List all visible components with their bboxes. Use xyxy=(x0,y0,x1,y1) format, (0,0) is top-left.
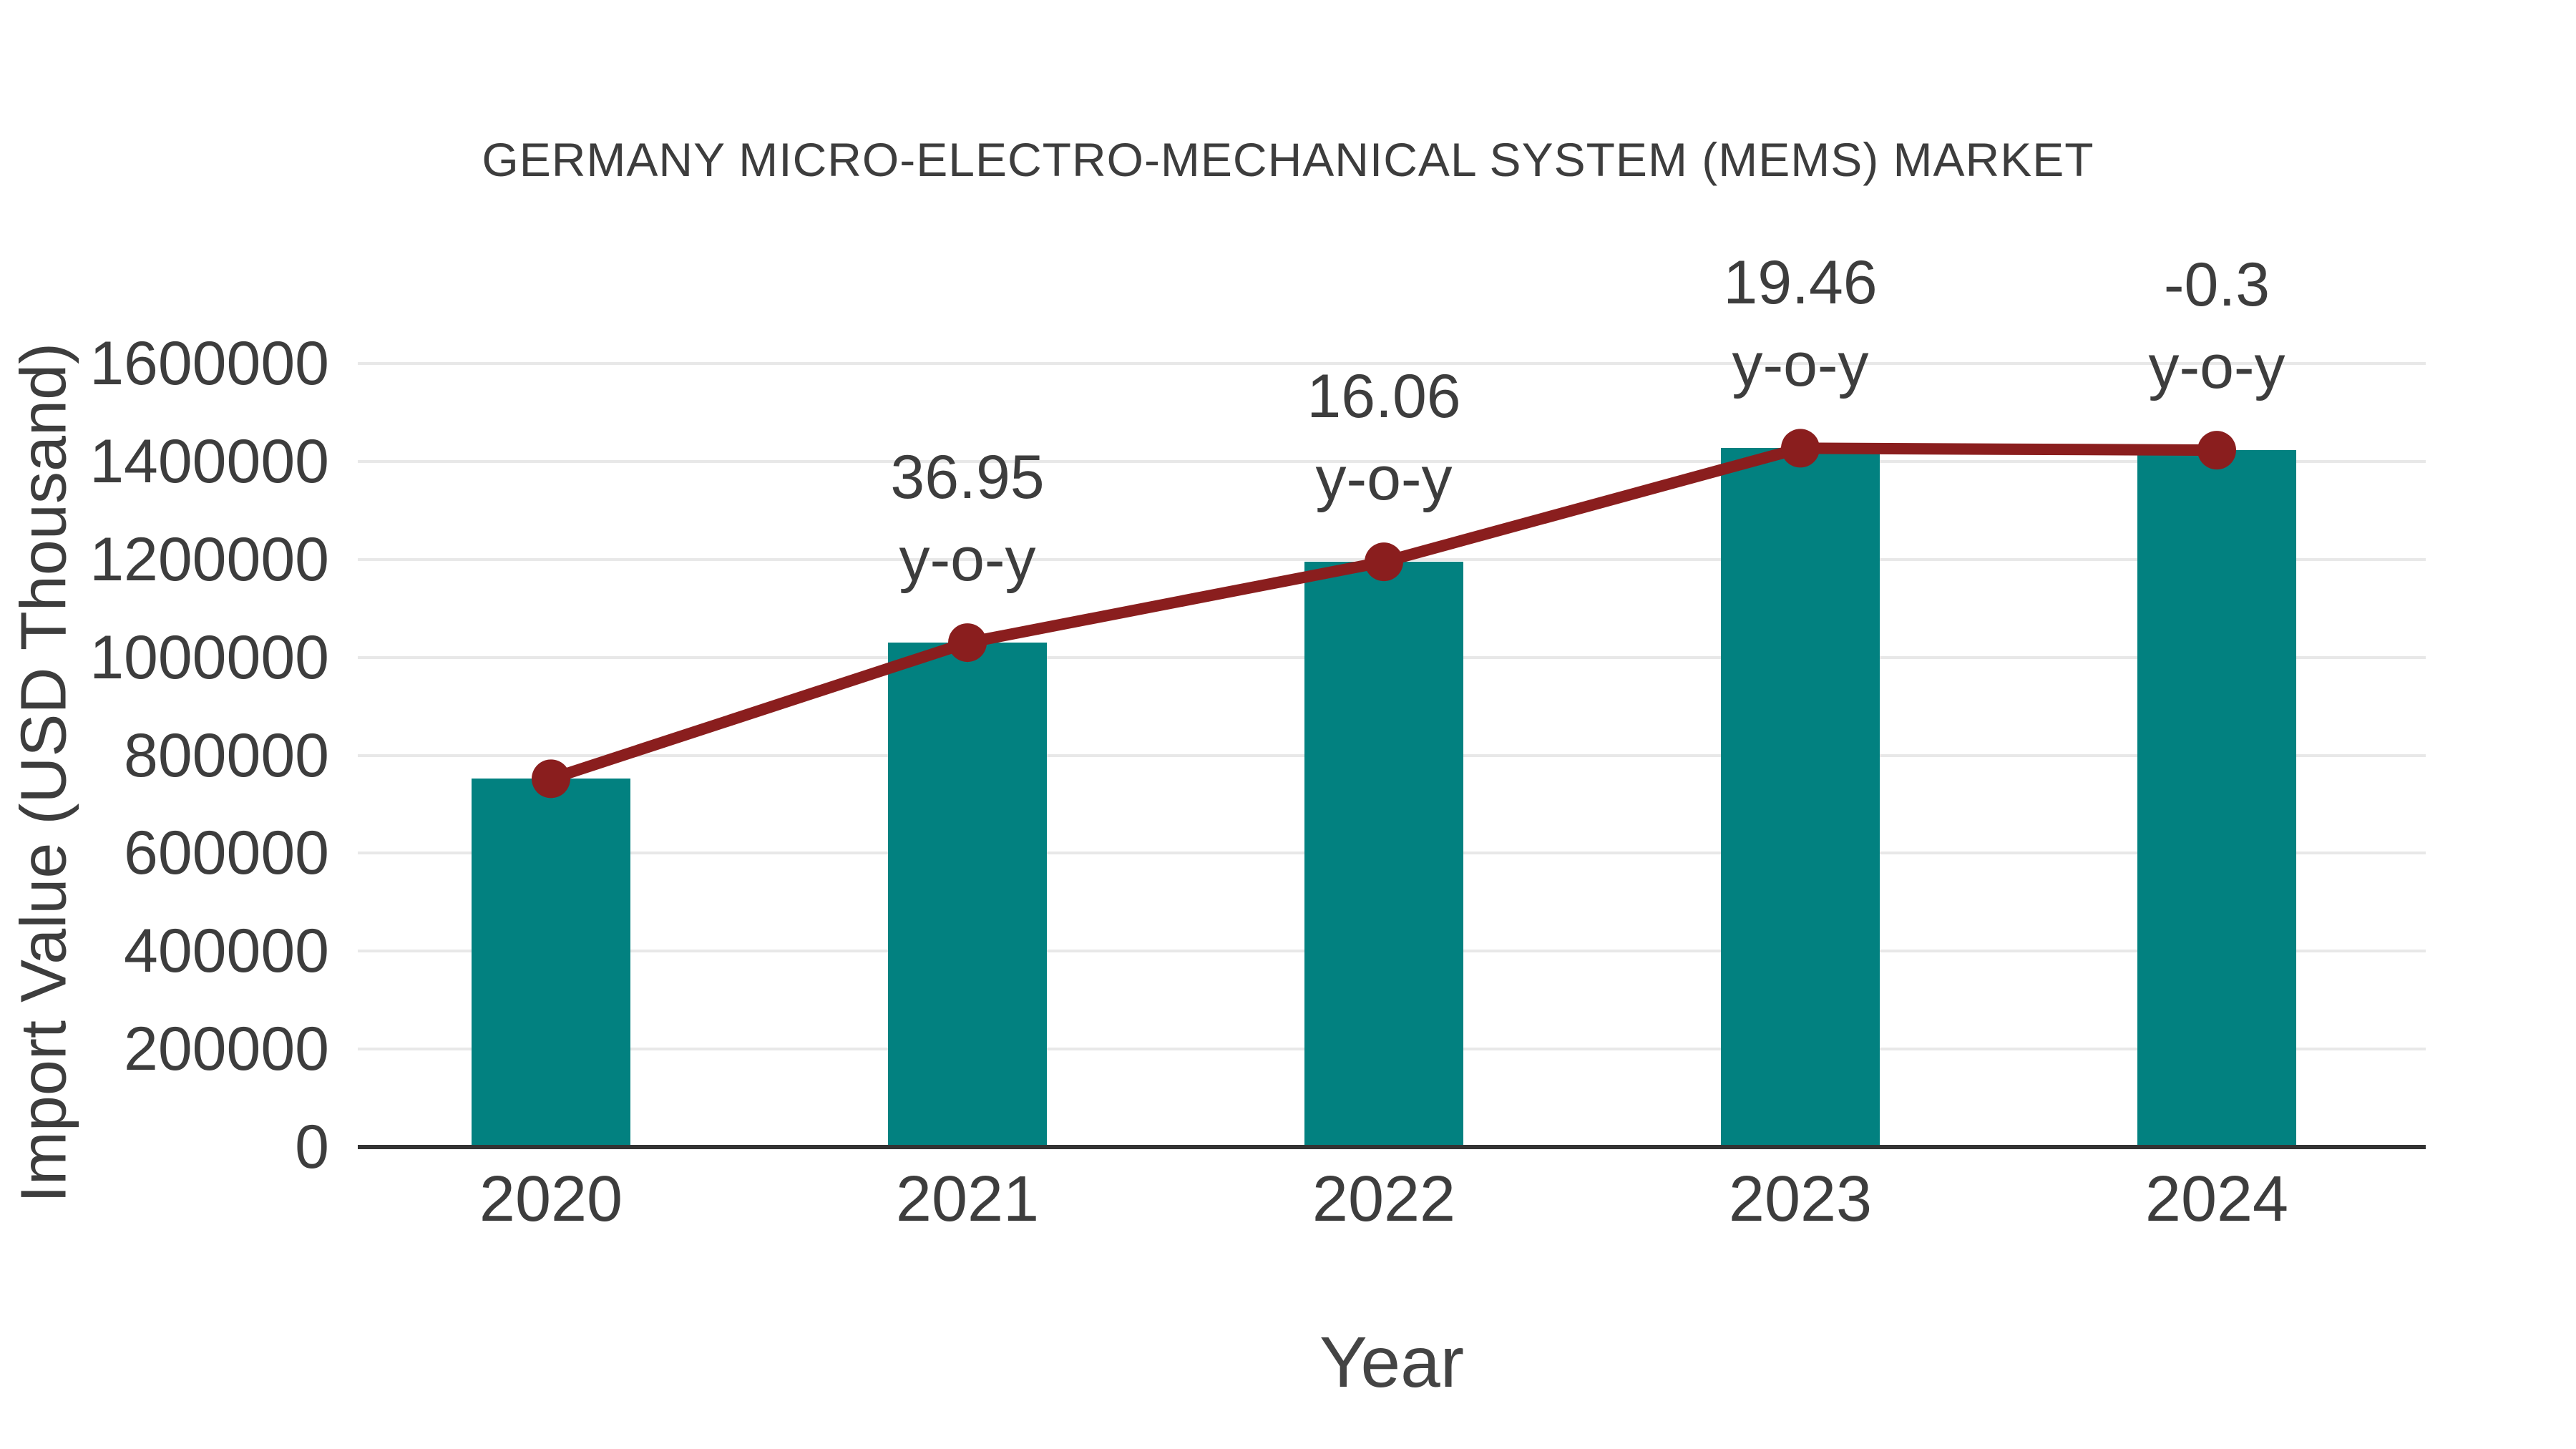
x-axis-title: Year xyxy=(1319,1322,1465,1402)
yoy-label-2022: 16.06 y-o-y xyxy=(1234,356,1534,520)
x-tick-label-2021: 2021 xyxy=(895,1163,1040,1235)
y-tick-label-1200000: 1200000 xyxy=(89,525,329,594)
yoy-label-2024: -0.3 y-o-y xyxy=(2067,244,2367,409)
gridline-1400000 xyxy=(358,459,2426,463)
y-tick-label-800000: 800000 xyxy=(124,721,329,790)
gridline-1600000 xyxy=(358,362,2426,365)
data-point-2020 xyxy=(532,759,570,799)
x-tick-label-2023: 2023 xyxy=(1728,1163,1873,1235)
y-tick-label-600000: 600000 xyxy=(124,819,329,888)
y-tick-label-0: 0 xyxy=(295,1113,329,1181)
data-point-2021 xyxy=(948,623,987,663)
yoy-value: -0.3 xyxy=(2163,250,2270,320)
data-point-2023 xyxy=(1781,429,1820,468)
bar-2024 xyxy=(2137,450,2296,1145)
x-tick-label-2020: 2020 xyxy=(479,1163,623,1235)
x-tick-label-2024: 2024 xyxy=(2145,1163,2289,1235)
yoy-value: 16.06 xyxy=(1307,362,1461,431)
yoy-suffix: y-o-y xyxy=(1315,444,1453,514)
x-tick-label-2022: 2022 xyxy=(1312,1163,1456,1235)
yoy-suffix: y-o-y xyxy=(2148,333,2285,402)
data-point-2022 xyxy=(1365,542,1403,582)
bar-2023 xyxy=(1721,448,1880,1145)
yoy-label-2021: 36.95 y-o-y xyxy=(817,436,1118,601)
yoy-suffix: y-o-y xyxy=(899,525,1036,595)
bar-2021 xyxy=(888,643,1047,1145)
yoy-label-2023: 19.46 y-o-y xyxy=(1650,242,1951,406)
x-axis-line xyxy=(358,1145,2426,1149)
y-tick-label-1400000: 1400000 xyxy=(89,426,329,496)
y-tick-label-1000000: 1000000 xyxy=(89,623,329,692)
yoy-value: 19.46 xyxy=(1723,248,1878,318)
y-tick-label-400000: 400000 xyxy=(124,917,329,986)
bar-2022 xyxy=(1304,562,1463,1145)
yoy-value: 36.95 xyxy=(890,443,1045,512)
y-tick-label-200000: 200000 xyxy=(124,1015,329,1084)
data-point-2024 xyxy=(2197,431,2236,470)
bar-2020 xyxy=(472,779,630,1145)
chart-title: GERMANY MICRO-ELECTRO-MECHANICAL SYSTEM … xyxy=(482,133,2094,186)
y-tick-label-1600000: 1600000 xyxy=(89,329,329,398)
yoy-suffix: y-o-y xyxy=(1732,331,1869,400)
